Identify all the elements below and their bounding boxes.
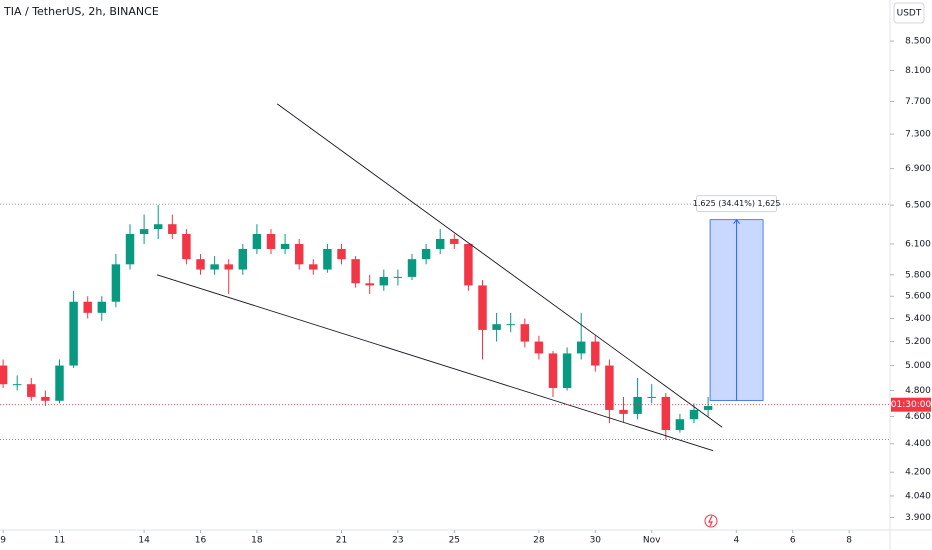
candle-body [27,384,36,397]
candle-body [393,276,403,278]
candle-body [238,248,248,270]
candle-body [294,243,304,265]
candle-body [675,419,685,430]
y-tick-label: 5.200 [905,337,931,347]
candle-body [139,229,149,234]
candle-body [125,233,135,265]
candle-body [633,396,642,414]
candle-body [12,384,22,386]
candle-body [548,353,558,388]
y-tick-label: 5.400 [905,314,931,324]
y-tick-label: 5.000 [905,361,931,371]
x-tick-label: 11 [54,536,65,546]
y-tick-label: 4.400 [905,439,931,449]
y-tick-label: 7.300 [905,130,931,140]
x-tick-label: 4 [733,536,739,546]
candle-body [365,283,374,286]
candle-body [41,396,50,401]
y-tick-label: 5.800 [905,270,931,280]
candle-body [576,341,586,354]
x-tick-label: 30 [590,536,602,546]
y-tick-label: 4.800 [905,386,931,396]
x-tick-label: 18 [251,536,263,546]
y-tick-label: 8.100 [905,66,931,76]
candle-body [689,409,699,420]
events-icon[interactable] [704,514,718,528]
candle-body [435,238,445,249]
candle-body [562,353,572,388]
currency-button[interactable] [893,2,925,24]
measure-label-box [696,195,778,213]
x-tick-label: 25 [449,536,460,546]
candle-body [97,301,107,313]
candle-body [111,264,121,302]
candle-body [266,233,276,249]
candle-body [492,324,501,330]
current-price-badge [891,397,931,412]
candle-body [703,406,713,410]
candle-body [182,233,191,260]
y-tick-label: 4.040 [905,491,931,501]
currency-label: USDT [897,9,922,19]
candle-body [196,259,205,270]
candle-body [224,264,233,270]
y-tick-label: 4.200 [905,468,931,478]
measure-label: 1.625 (34.41%) 1,625 [693,199,781,208]
x-tick-label: 9 [0,536,6,546]
y-tick-label: 8.500 [905,37,931,47]
candle-body [661,396,671,430]
candle-body [55,365,64,401]
candle-body [309,264,318,270]
event-bolt [708,515,713,527]
countdown: 01:30:00 [891,400,932,410]
candle-body [379,276,389,286]
candle-body [351,259,360,284]
candle-body [407,259,417,277]
trendline [276,103,723,428]
trendline [156,274,714,452]
candle-body [647,396,656,398]
candle-body [464,243,473,286]
x-tick-label: 8 [846,536,852,546]
candle-body [252,233,262,249]
candle-body [210,264,219,270]
candle-body [0,365,8,385]
y-tick-label: 6.900 [905,164,931,174]
candle-body [478,285,487,330]
candle-body [520,324,530,342]
candle-body [591,341,600,366]
event-circle[interactable] [704,514,718,528]
candle-body [69,301,78,366]
x-tick-label: 21 [336,536,347,546]
x-tick-label: Nov [643,536,661,546]
measure-arrowhead [733,218,740,224]
candle-body [605,365,614,410]
candle-body [83,301,92,313]
y-tick-label: 4.600 [905,412,931,422]
candle-body [337,248,346,260]
x-tick-label: 6 [790,536,796,546]
candle-body [421,248,431,260]
x-tick-label: 16 [195,536,207,546]
x-tick-label: 28 [533,536,545,546]
chart-title: TIA / TetherUS, 2h, BINANCE [3,5,159,18]
candle-body [323,248,332,270]
x-tick-label: 23 [392,536,403,546]
x-tick-label: 14 [138,536,150,546]
y-tick-label: 5.600 [905,292,931,302]
candle-body [619,409,628,414]
candle-body [280,243,290,249]
y-tick-label: 7.700 [905,97,931,107]
y-tick-label: 6.100 [905,239,931,249]
candle-body [450,238,459,244]
candle-body [534,341,544,354]
y-tick-label: 6.500 [905,201,931,211]
candle-body [168,224,177,234]
y-tick-label: 3.900 [905,513,931,523]
candle-body [506,324,515,326]
candle-body [153,224,163,230]
